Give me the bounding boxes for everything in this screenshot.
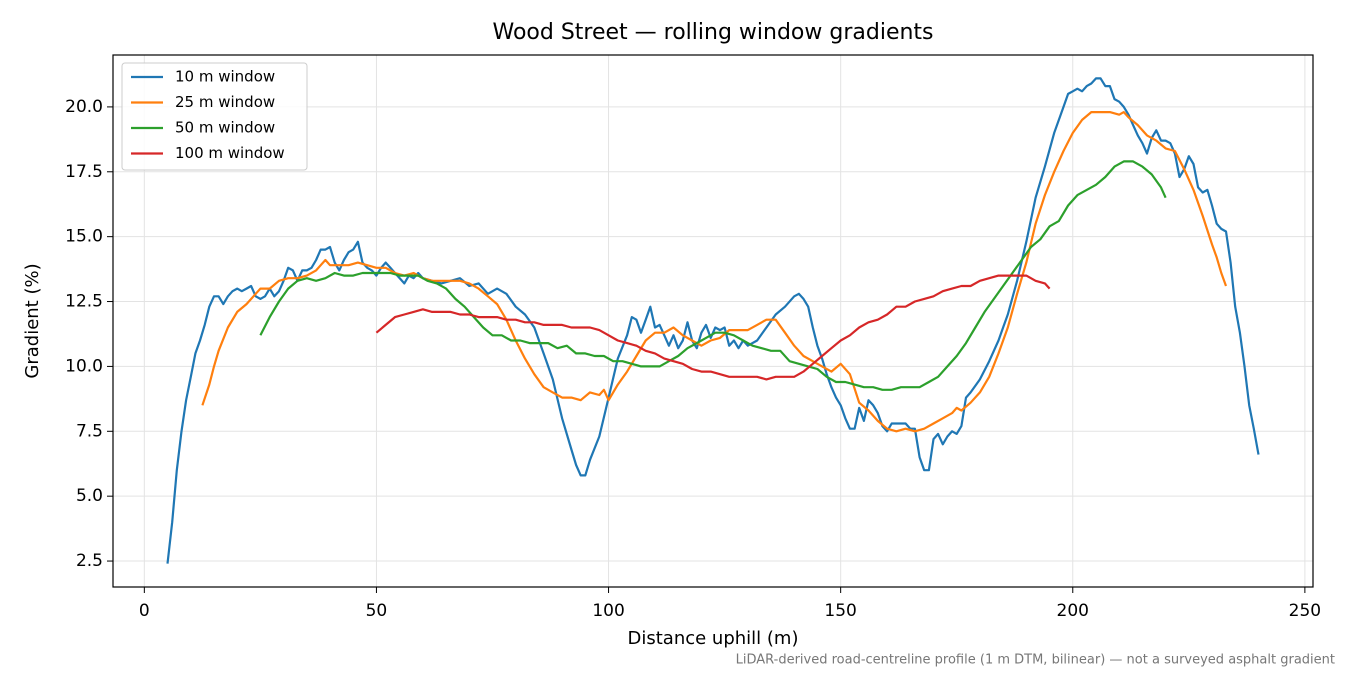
data-line [375,274,1051,381]
legend-label: 100 m window [175,144,285,162]
y-axis-label: Gradient (%) [22,263,43,378]
y-tick-label: 10.0 [65,356,103,376]
legend: 10 m window 25 m window 50 m window 100 m w… [121,62,308,171]
x-tick-label: 0 [139,601,150,621]
legend-box [121,62,308,171]
data-line [259,160,1167,391]
x-tick-label: 150 [824,601,856,621]
chart-title: Wood Street — rolling window gradients [492,20,933,45]
y-tick-label: 20.0 [65,97,103,117]
legend-label: 25 m window [175,93,275,111]
footnote: LiDAR-derived road-centreline profile (1… [736,653,1335,668]
legend-label: 50 m window [175,119,275,137]
x-tick-label: 250 [1289,601,1321,621]
y-tick-label: 2.5 [76,551,103,571]
x-axis-label: Distance uphill (m) [628,628,799,649]
x-tick-label: 200 [1057,601,1089,621]
x-tick-label: 50 [366,601,388,621]
plot-frame [112,54,1314,588]
y-tick-label: 15.0 [65,227,103,247]
y-tick-label: 17.5 [65,162,103,182]
y-tick-label: 12.5 [65,292,103,312]
legend-label: 10 m window [175,68,275,86]
x-tick-label: 100 [592,601,624,621]
y-tick-label: 7.5 [76,421,103,441]
data-line [166,77,1260,564]
y-tick-label: 5.0 [76,486,103,506]
data-line [201,111,1228,433]
